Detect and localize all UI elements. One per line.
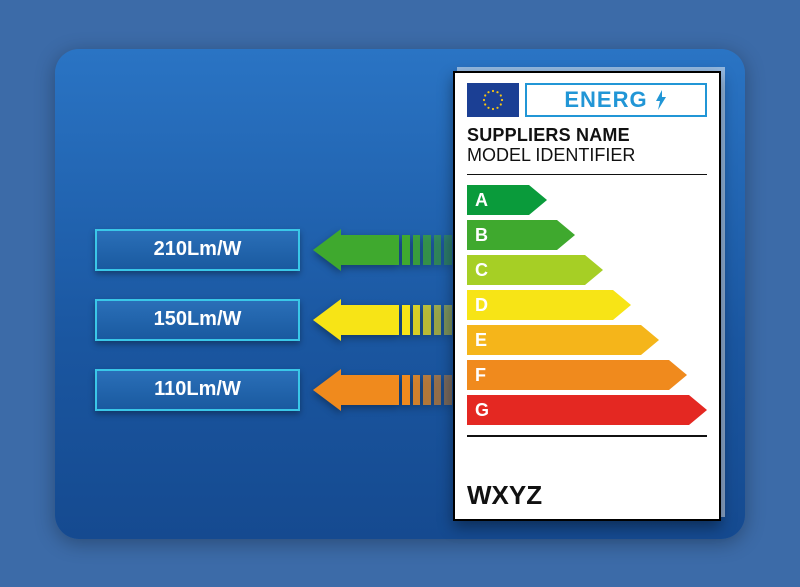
arrow-tail-segment <box>423 235 431 265</box>
energy-class-letter: B <box>475 225 488 246</box>
efficiency-value-0-text: 210Lm/W <box>154 238 242 261</box>
energy-class-letter: G <box>475 400 489 421</box>
label-footer: WXYZ <box>467 474 707 511</box>
supplier-name: SUPPLIERS NAME <box>467 125 707 146</box>
energy-class-head-icon <box>689 395 707 425</box>
link-arrow-1 <box>313 299 452 341</box>
divider <box>467 174 707 176</box>
energy-class-body: A <box>467 185 529 215</box>
arrow-head-icon <box>313 229 341 271</box>
efficiency-value-1: 150Lm/W <box>95 299 300 341</box>
arrow-head-icon <box>313 299 341 341</box>
energy-class-head-icon <box>585 255 603 285</box>
arrow-tail <box>402 235 452 265</box>
bolt-icon <box>654 90 668 110</box>
arrow-tail <box>402 375 452 405</box>
energy-class-letter: A <box>475 190 488 211</box>
energy-class-head-icon <box>669 360 687 390</box>
arrow-tail-segment <box>434 235 442 265</box>
arrow-tail-segment <box>413 375 421 405</box>
arrow-tail-segment <box>402 235 410 265</box>
energy-class-body: F <box>467 360 669 390</box>
energy-label: ENERG SUPPLIERS NAME MODEL IDENTIFIER AB… <box>453 71 721 521</box>
efficiency-value-2: 110Lm/W <box>95 369 300 411</box>
arrow-tail-segment <box>423 375 431 405</box>
energy-class-D: D <box>467 290 707 320</box>
arrow-tail-segment <box>423 305 431 335</box>
energy-class-B: B <box>467 220 707 250</box>
energy-class-head-icon <box>557 220 575 250</box>
energy-class-body: B <box>467 220 557 250</box>
energy-class-body: C <box>467 255 585 285</box>
energy-class-A: A <box>467 185 707 215</box>
arrow-tail-segment <box>402 305 410 335</box>
arrow-tail-segment <box>434 305 442 335</box>
energy-class-letter: F <box>475 365 486 386</box>
link-arrows <box>313 229 452 411</box>
arrow-tail-segment <box>444 235 452 265</box>
energy-class-letter: C <box>475 260 488 281</box>
arrow-tail-segment <box>413 305 421 335</box>
energy-class-head-icon <box>613 290 631 320</box>
energ-text: ENERG <box>564 87 647 113</box>
divider <box>467 435 707 437</box>
efficiency-value-0: 210Lm/W <box>95 229 300 271</box>
model-identifier: MODEL IDENTIFIER <box>467 145 707 166</box>
arrow-tail-segment <box>434 375 442 405</box>
energy-class-G: G <box>467 395 707 425</box>
arrow-body <box>341 305 399 335</box>
arrow-tail-segment <box>444 375 452 405</box>
eu-flag-icon <box>467 83 519 117</box>
efficiency-values: 210Lm/W 150Lm/W 110Lm/W <box>95 229 300 411</box>
arrow-body <box>341 375 399 405</box>
energy-class-body: G <box>467 395 689 425</box>
link-arrow-0 <box>313 229 452 271</box>
energy-class-letter: E <box>475 330 487 351</box>
efficiency-value-2-text: 110Lm/W <box>154 378 241 401</box>
energy-class-head-icon <box>529 185 547 215</box>
energy-class-body: D <box>467 290 613 320</box>
efficiency-value-1-text: 150Lm/W <box>154 308 242 331</box>
arrow-head-icon <box>313 369 341 411</box>
energy-classes: ABCDEFG <box>467 185 707 425</box>
energy-class-E: E <box>467 325 707 355</box>
energy-class-C: C <box>467 255 707 285</box>
energ-box: ENERG <box>525 83 707 117</box>
link-arrow-2 <box>313 369 452 411</box>
arrow-tail-segment <box>402 375 410 405</box>
arrow-tail-segment <box>444 305 452 335</box>
energy-class-head-icon <box>641 325 659 355</box>
arrow-body <box>341 235 399 265</box>
infographic-card: 210Lm/W 150Lm/W 110Lm/W <box>55 49 745 539</box>
energy-class-F: F <box>467 360 707 390</box>
energy-class-letter: D <box>475 295 488 316</box>
energy-class-body: E <box>467 325 641 355</box>
arrow-tail <box>402 305 452 335</box>
label-header: ENERG <box>467 83 707 117</box>
arrow-tail-segment <box>413 235 421 265</box>
